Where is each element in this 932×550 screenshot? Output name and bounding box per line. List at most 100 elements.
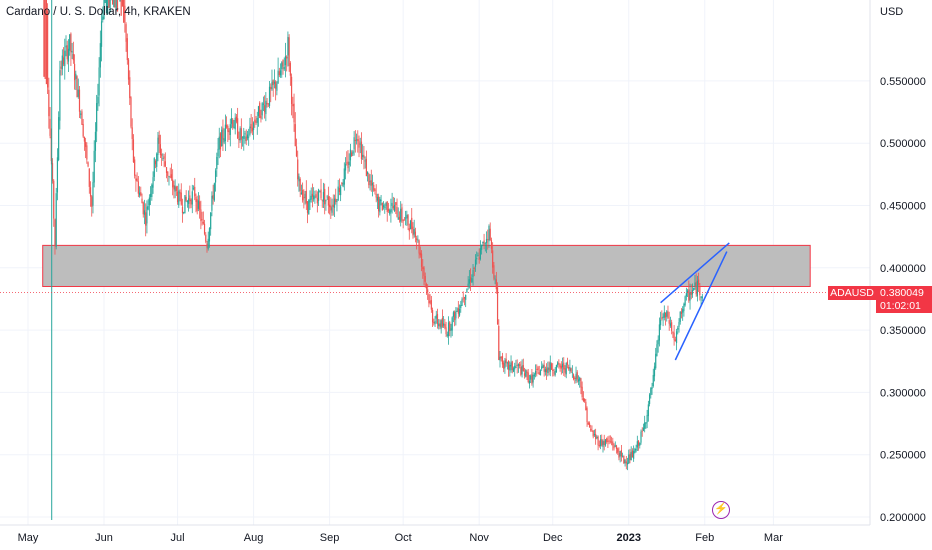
candle-body bbox=[447, 322, 450, 337]
candle-body bbox=[322, 191, 325, 202]
candle-body bbox=[674, 339, 676, 342]
candle-body bbox=[581, 386, 583, 398]
candle-body bbox=[441, 317, 443, 327]
candle-body bbox=[476, 257, 478, 260]
candle-body bbox=[266, 102, 268, 105]
candle-body bbox=[58, 117, 60, 161]
candle-body bbox=[59, 70, 61, 121]
candle-body bbox=[91, 196, 93, 207]
candle-body bbox=[558, 363, 560, 365]
candle-body bbox=[316, 197, 318, 204]
candle-body bbox=[319, 191, 321, 193]
candle-body bbox=[661, 317, 663, 319]
candle-body bbox=[630, 452, 632, 461]
candle-body bbox=[482, 241, 484, 244]
candle-body bbox=[489, 228, 491, 241]
candle-body bbox=[120, 0, 122, 16]
candle-body bbox=[608, 440, 610, 442]
candle-body bbox=[129, 77, 131, 99]
candle-body bbox=[343, 168, 345, 185]
candle-body bbox=[165, 167, 168, 173]
candle-body bbox=[419, 252, 421, 256]
y-tick-label: 0.450000 bbox=[880, 201, 926, 213]
candle-body bbox=[526, 371, 528, 374]
candle-body bbox=[175, 186, 177, 191]
candle-body bbox=[371, 182, 374, 186]
candle-body bbox=[169, 176, 171, 178]
candle-body bbox=[107, 0, 109, 15]
candle-body bbox=[532, 375, 534, 383]
candle-body bbox=[48, 89, 50, 117]
wedge-lower-line bbox=[674, 251, 728, 361]
candle-body bbox=[62, 57, 65, 65]
candle-body bbox=[440, 320, 442, 329]
candle-body bbox=[617, 448, 619, 453]
candle-body bbox=[351, 152, 353, 157]
candle-body bbox=[47, 10, 49, 88]
candle-body bbox=[613, 445, 615, 449]
candle-body bbox=[243, 135, 245, 139]
candle-body bbox=[466, 288, 468, 293]
candle-body bbox=[498, 325, 500, 360]
candle-body bbox=[391, 202, 393, 206]
candle-body bbox=[465, 294, 467, 300]
candle-body bbox=[299, 178, 301, 192]
candle-body bbox=[510, 362, 512, 367]
candle-body bbox=[127, 59, 130, 80]
candle-body bbox=[311, 193, 314, 197]
candle-body bbox=[672, 332, 674, 334]
candle-body bbox=[694, 282, 696, 287]
candle-body bbox=[693, 287, 695, 291]
candle-body bbox=[305, 190, 307, 204]
candle-body bbox=[696, 280, 698, 297]
candle-body bbox=[195, 197, 197, 203]
candle-body bbox=[660, 319, 662, 326]
candle-body bbox=[230, 117, 233, 124]
candle-body bbox=[624, 459, 626, 464]
candle-body bbox=[226, 124, 228, 128]
symbol-title: Cardano / U. S. Dollar, 4h, KRAKEN bbox=[6, 6, 191, 18]
candle-body bbox=[191, 191, 193, 205]
candle-body bbox=[162, 158, 164, 160]
candle-body bbox=[427, 289, 429, 293]
candle-body bbox=[331, 207, 333, 213]
candle-body bbox=[496, 287, 499, 325]
candle-body bbox=[49, 118, 51, 136]
candle-body bbox=[168, 176, 170, 177]
candle-body bbox=[530, 375, 532, 380]
lightning-bolt-icon[interactable]: ⚡ bbox=[712, 501, 730, 519]
candle-body bbox=[689, 292, 691, 301]
candle-body bbox=[449, 322, 451, 331]
y-tick-label: 0.250000 bbox=[880, 450, 926, 462]
candle-body bbox=[156, 153, 158, 167]
candle-body bbox=[223, 138, 225, 143]
candle-body bbox=[471, 278, 473, 283]
candle-body bbox=[593, 434, 596, 435]
candle-body bbox=[473, 267, 475, 270]
candle-body bbox=[321, 199, 323, 201]
y-tick-label: 0.350000 bbox=[880, 325, 926, 337]
candle-body bbox=[245, 136, 247, 141]
candle-body bbox=[615, 445, 618, 450]
candle-body bbox=[229, 124, 231, 135]
candle-body bbox=[623, 455, 625, 464]
candle-body bbox=[411, 217, 413, 230]
candle-body bbox=[461, 299, 463, 306]
candle-body bbox=[401, 207, 403, 220]
candle-body bbox=[609, 441, 611, 443]
candle-body bbox=[292, 104, 294, 107]
candle-body bbox=[591, 430, 593, 432]
candle-body bbox=[385, 202, 387, 207]
candle-body bbox=[690, 292, 692, 295]
candle-body bbox=[365, 158, 367, 177]
candle-body bbox=[252, 122, 255, 130]
candle-body bbox=[418, 240, 420, 254]
candle-body bbox=[181, 206, 184, 214]
candle-body bbox=[369, 181, 371, 183]
candle-body bbox=[289, 63, 291, 76]
candle-body bbox=[544, 369, 546, 373]
candle-body bbox=[582, 398, 584, 401]
candle-body bbox=[124, 5, 126, 23]
candle-body bbox=[183, 211, 185, 213]
